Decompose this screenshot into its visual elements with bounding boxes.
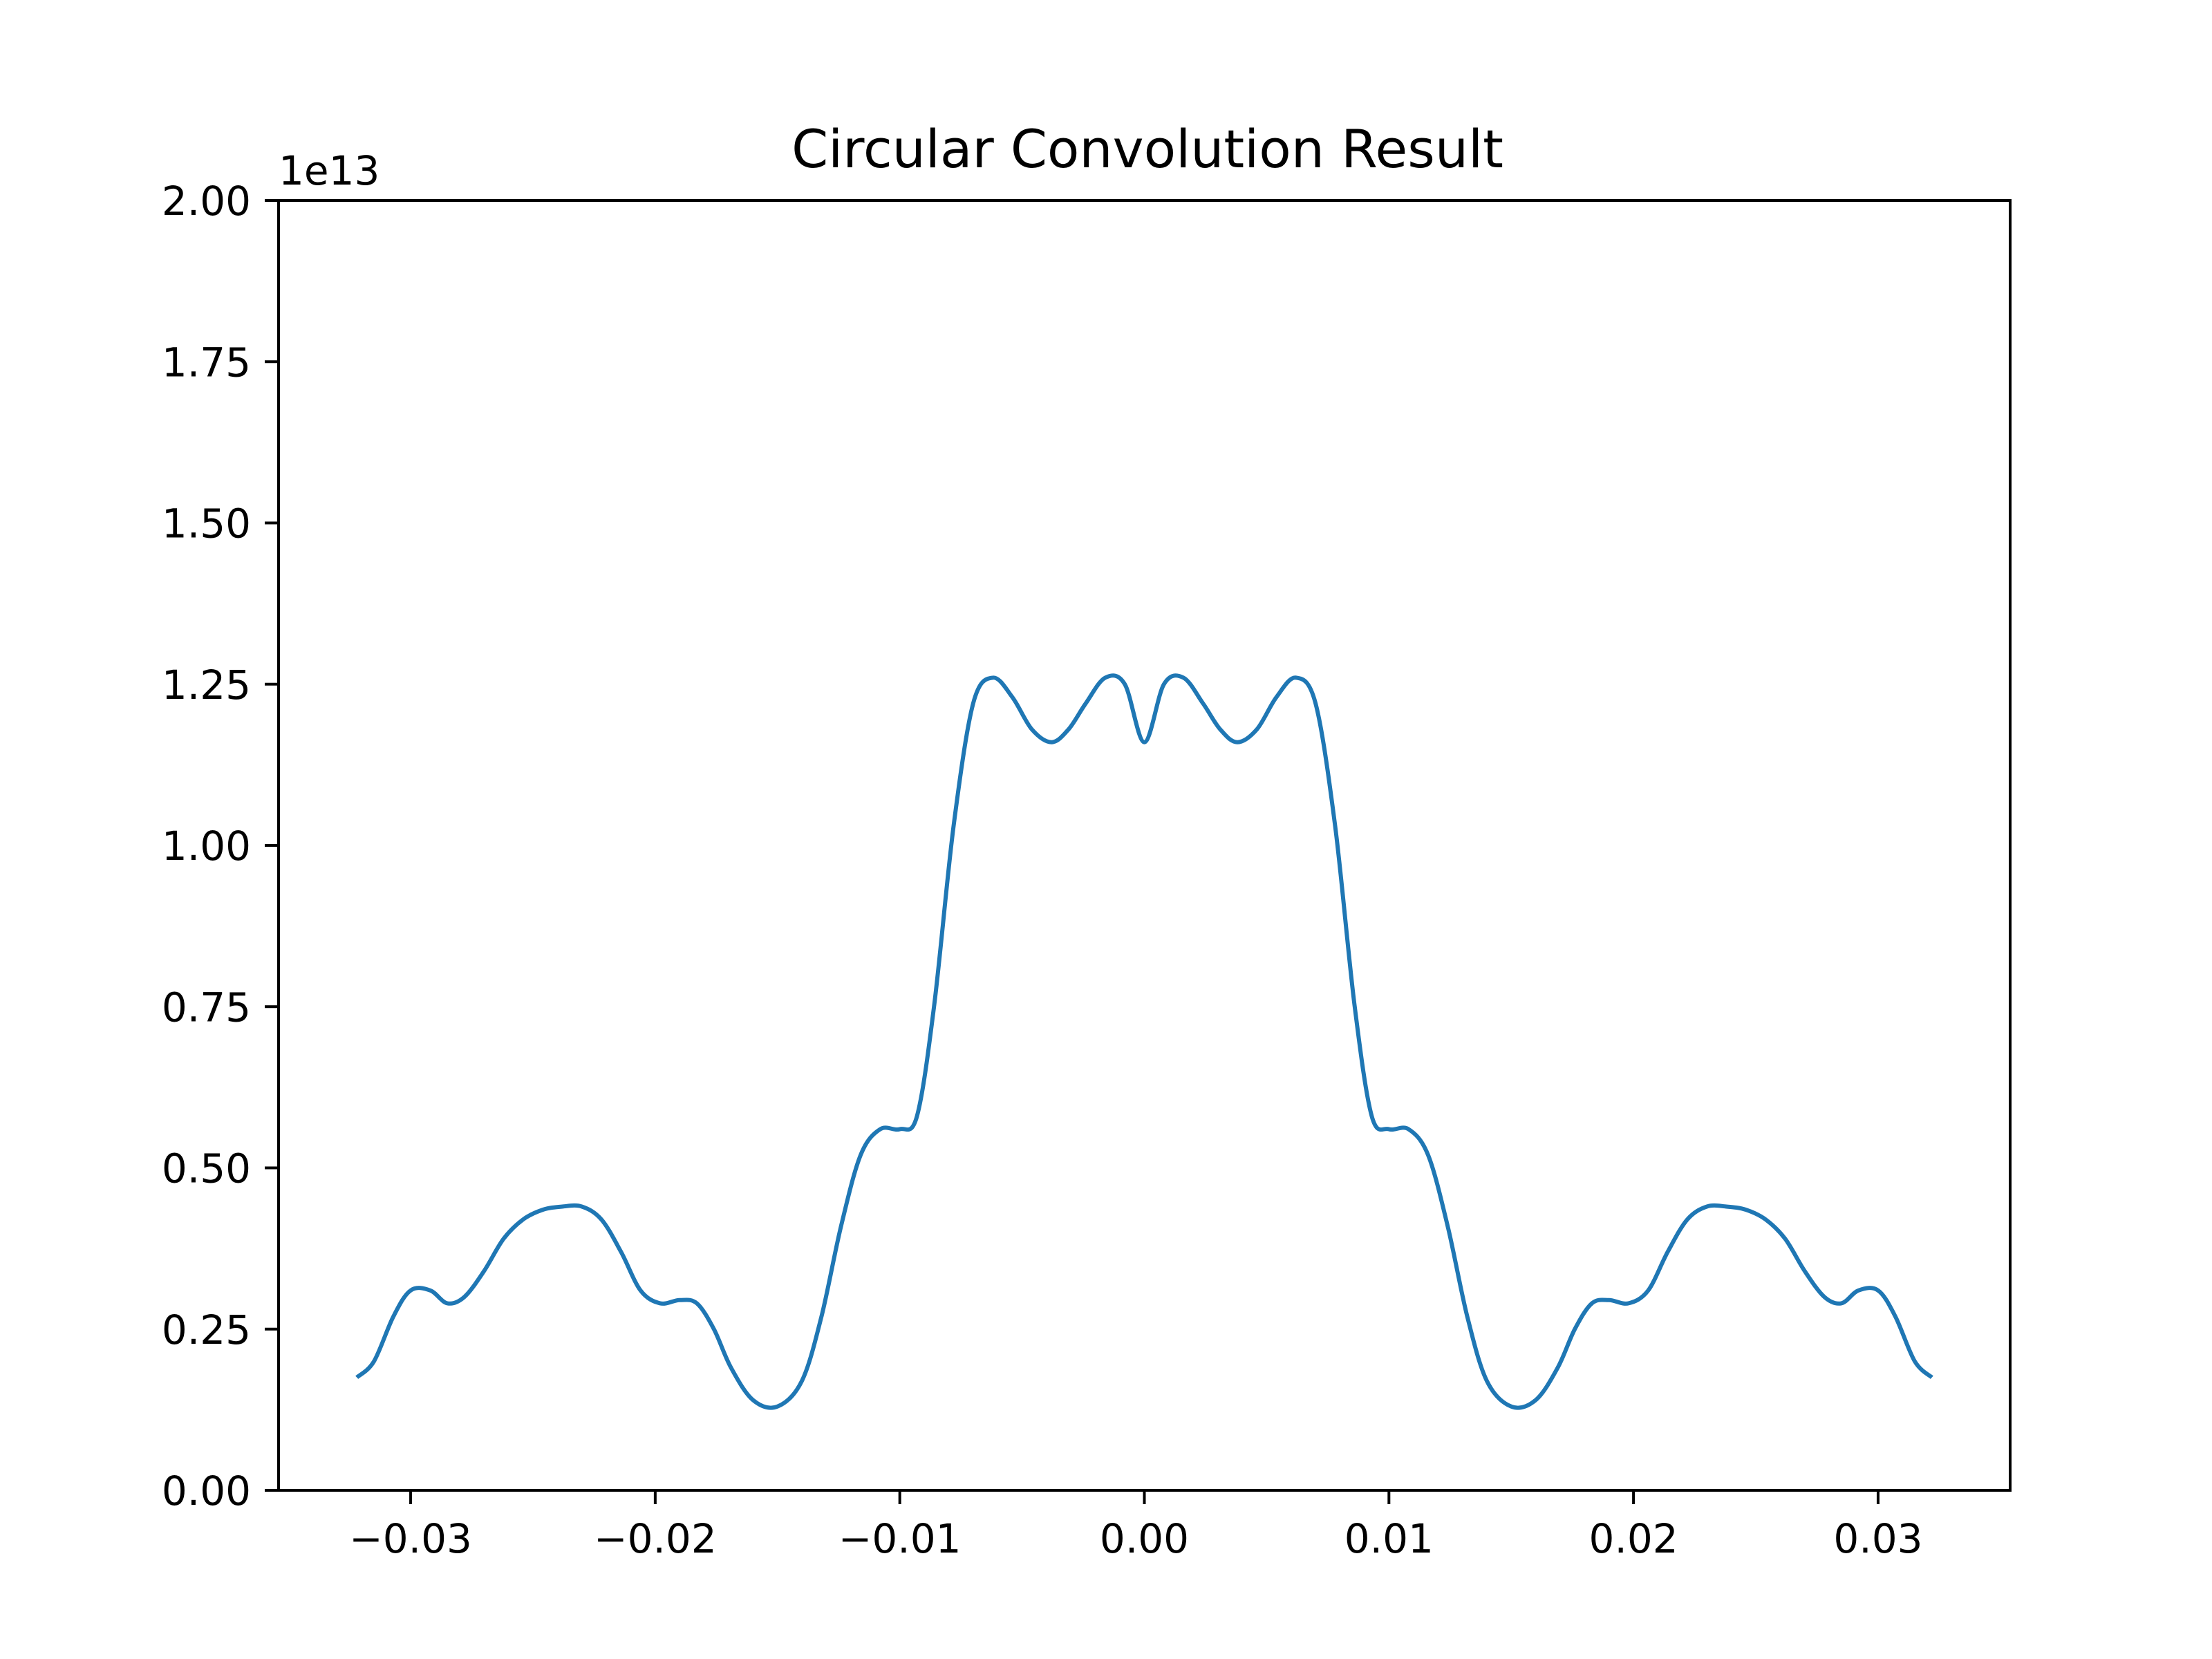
- x-tick-label: −0.03: [349, 1515, 472, 1562]
- y-axis-offset-label: 1e13: [279, 147, 379, 194]
- y-tick-label: 0.50: [162, 1145, 251, 1192]
- series-line: [355, 673, 1933, 1410]
- x-tick-label: 0.00: [1100, 1515, 1189, 1562]
- x-tick-label: 0.02: [1589, 1515, 1678, 1562]
- chart-title: Circular Convolution Result: [791, 118, 1503, 180]
- y-tick-label: 1.50: [162, 500, 251, 547]
- x-tick-label: −0.01: [838, 1515, 962, 1562]
- plot-area: [355, 673, 1933, 1410]
- x-tick-label: 0.01: [1344, 1515, 1434, 1562]
- y-tick-label: 0.00: [162, 1468, 251, 1515]
- axis-ticks: −0.03 −0.02 −0.01 0.00 0.01 0.02 0.03 0.00 0.25 0…: [162, 178, 1923, 1562]
- y-tick-label: 0.75: [162, 984, 251, 1031]
- y-tick-label: 2.00: [162, 178, 251, 225]
- axes-frame: [277, 199, 2012, 1492]
- x-tick-label: −0.02: [594, 1515, 717, 1562]
- y-tick-label: 1.75: [162, 339, 251, 386]
- x-tick-label: 0.03: [1833, 1515, 1922, 1562]
- y-tick-label: 0.25: [162, 1306, 251, 1353]
- y-tick-label: 1.25: [162, 662, 251, 709]
- y-tick-label: 1.00: [162, 823, 251, 870]
